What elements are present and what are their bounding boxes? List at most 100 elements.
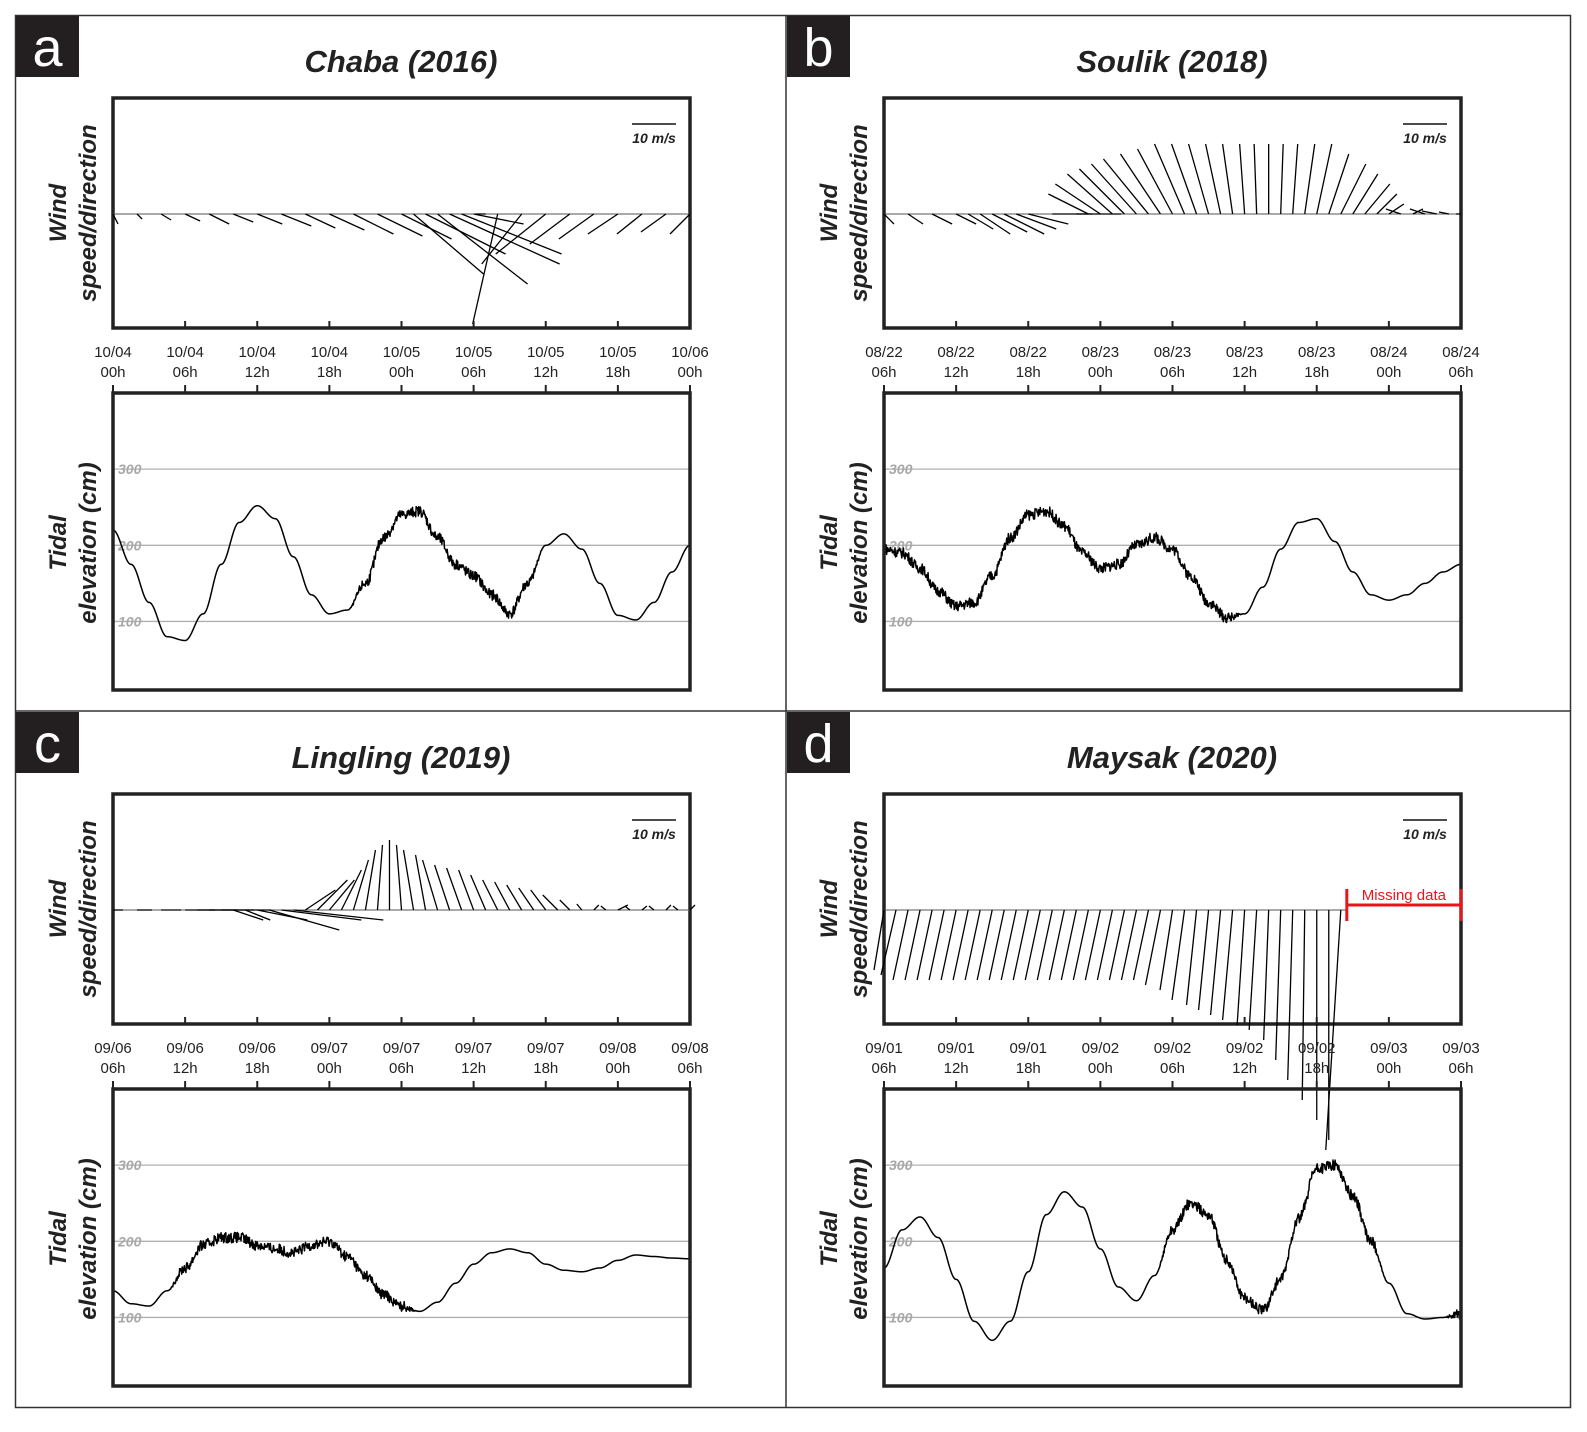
x-tick-date: 09/02 [1082,1040,1120,1057]
wind-vector [530,889,547,911]
wind-vector [640,213,667,233]
x-tick-date: 08/22 [937,344,975,361]
wind-vector [304,889,336,911]
wind-vector [1171,909,1186,1001]
wind-vector [1028,213,1069,225]
x-tick-date: 08/23 [1298,344,1336,361]
tide-y-tick-label: 100 [118,613,142,629]
x-tick-hour: 06h [871,364,896,381]
wind-vector [414,854,427,911]
tide-series-line [112,504,691,642]
panel-label-badge [787,16,850,77]
wind-vector [377,213,423,237]
wind-vector [1132,909,1150,981]
wind-vector [1248,909,1258,1031]
tide-y-tick-label: 300 [118,461,142,477]
wind-vector [1102,158,1149,215]
x-tick-date: 09/02 [1154,1040,1192,1057]
panel-title: Lingling (2019) [292,740,511,775]
x-tick-hour: 06h [173,364,198,381]
wind-vector [328,879,355,911]
wind-vector [208,213,230,225]
wind-vector [482,879,499,911]
wind-vector [1287,909,1294,1081]
x-tick-hour: 06h [677,1060,702,1077]
wind-vector [518,887,535,911]
panel-d: d Maysak (2020) Wind speed/direction 10 m/s M… [787,712,1480,1388]
wind-vector [1000,909,1017,981]
tide-y-tick-label: 300 [118,1157,142,1173]
wind-vector [425,213,506,255]
wind-vector [559,899,571,911]
wind-scale-label: 10 m/s [632,826,676,842]
x-tick-hour: 00h [1376,364,1401,381]
wind-vector [421,859,439,911]
x-tick-date: 09/07 [311,1040,349,1057]
wind-vector [1275,909,1282,1061]
panel-c: c Lingling (2019) Wind speed/direction 10 m/… [16,712,709,1388]
wind-vector [184,213,201,222]
wind-vector [1197,909,1210,1011]
wind-vector [1003,213,1045,235]
x-tick-hour: 00h [317,1060,342,1077]
wind-vector [413,213,484,275]
wind-vector [617,904,629,911]
wind-vector [1376,193,1398,215]
wind-vector [1364,183,1391,215]
x-tick-hour: 00h [677,364,702,381]
panel-a: a Chaba (2016) Wind speed/direction 10 m/s 10… [16,16,709,692]
wind-vector [542,894,559,911]
wind-ylabel-line1: Wind [816,878,843,938]
wind-ylabel-line1: Wind [45,878,72,938]
wind-vector [1136,148,1174,215]
x-tick-hour: 00h [1088,364,1113,381]
wind-vector [1187,143,1210,215]
wind-vector [1236,909,1246,1026]
wind-vector [1263,909,1270,1041]
wind-vector [1238,143,1246,215]
x-tick-date: 09/03 [1442,1040,1480,1057]
x-tick-date: 10/05 [383,344,421,361]
wind-ylabel-line2: speed/direction [75,124,102,301]
wind-vector [495,213,547,255]
wind-vector [437,213,528,285]
x-tick-hour: 18h [245,1060,270,1077]
wind-vector [600,905,607,911]
x-tick-date: 10/05 [455,344,493,361]
wind-vector [1024,909,1041,981]
panel-letter: c [34,714,61,774]
wind-vector [257,213,283,225]
x-tick-date: 09/01 [937,1040,975,1057]
x-tick-hour: 06h [1448,364,1473,381]
wind-vector [481,213,523,265]
wind-vector [1012,909,1029,981]
tide-ylabel-line1: Tidal [816,1210,843,1267]
wind-vector [136,213,143,220]
x-tick-hour: 18h [1304,364,1329,381]
x-tick-date: 10/04 [238,344,276,361]
wind-vector [616,213,643,235]
x-tick-hour: 18h [1016,364,1041,381]
panel-title: Chaba (2016) [305,44,498,79]
wind-vector [1280,143,1284,215]
x-tick-hour: 06h [389,1060,414,1077]
x-tick-hour: 06h [1160,1060,1185,1077]
x-tick-date: 09/08 [599,1040,637,1057]
x-tick-hour: 12h [173,1060,198,1077]
tide-ylabel-line1: Tidal [816,514,843,571]
wind-vector [593,904,600,911]
wind-vector [1060,909,1077,981]
tide-y-tick-label: 200 [888,1233,913,1249]
wind-vector [576,903,583,911]
wind-vector [1185,909,1198,1006]
wind-vector [232,213,254,223]
x-tick-date: 09/01 [865,1040,903,1057]
x-tick-date: 10/04 [166,344,204,361]
x-tick-hour: 12h [944,364,969,381]
wind-vector [472,213,499,325]
wind-vector [883,213,895,225]
wind-scale-label: 10 m/s [1403,130,1447,146]
x-tick-date: 09/07 [527,1040,565,1057]
wind-vector [1108,909,1126,981]
x-tick-date: 09/08 [671,1040,709,1057]
